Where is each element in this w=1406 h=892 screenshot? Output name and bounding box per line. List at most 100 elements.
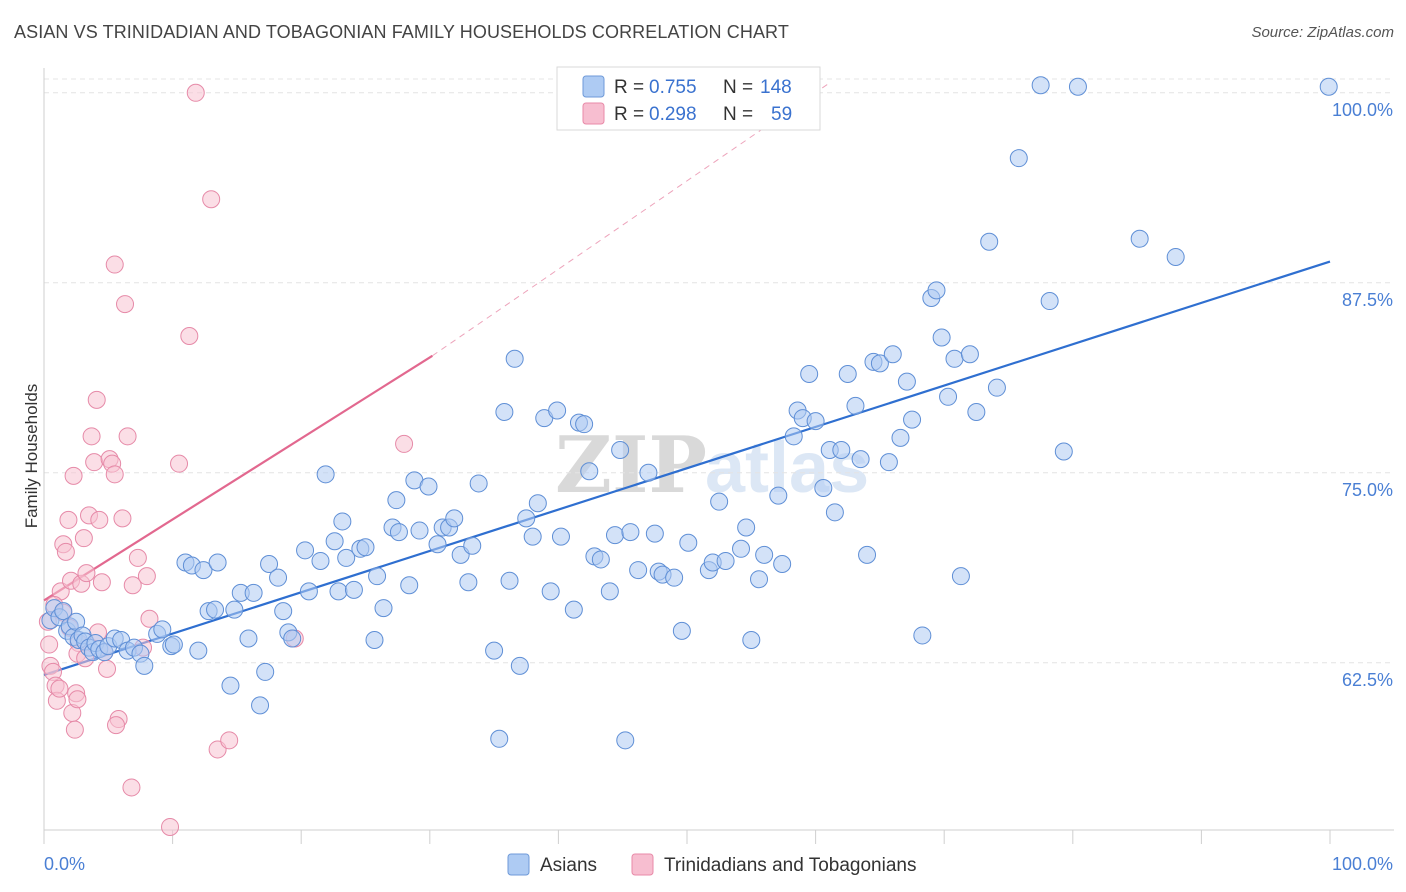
series-asians-points	[41, 76, 1338, 750]
legend-r-label: R =	[614, 77, 644, 98]
point-asians	[932, 328, 951, 347]
point-asians	[389, 523, 408, 542]
y-tick-label: 87.5%	[1342, 290, 1393, 310]
point-asians	[541, 582, 560, 601]
point-trinidadians	[40, 635, 59, 654]
point-trinidadians	[180, 327, 199, 345]
point-trinidadians	[68, 690, 87, 709]
legend-asians-r: 0.755	[649, 77, 697, 98]
point-asians	[153, 620, 172, 639]
point-asians	[523, 527, 542, 546]
point-asians	[814, 479, 833, 497]
point-asians	[611, 441, 630, 459]
series-trinidadians-points	[38, 83, 414, 836]
point-asians	[879, 453, 898, 472]
point-asians	[755, 545, 774, 564]
point-asians	[851, 450, 870, 469]
point-trinidadians	[77, 564, 96, 583]
point-asians	[927, 281, 946, 300]
legend-asians-n: 148	[760, 77, 792, 98]
point-asians	[616, 731, 635, 750]
point-trinidadians	[92, 573, 111, 592]
point-trinidadians	[116, 295, 135, 314]
point-asians	[316, 465, 335, 484]
bottom-legend: Asians Trinidadians and Tobagonians	[507, 853, 916, 876]
point-asians	[445, 509, 464, 528]
point-asians	[939, 387, 958, 406]
point-asians	[1040, 292, 1059, 311]
point-trinidadians	[118, 427, 137, 446]
bottom-legend-swatch-asians	[507, 853, 530, 876]
legend-n-label: N =	[723, 104, 753, 125]
point-trinidadians	[107, 716, 126, 735]
point-asians	[591, 550, 610, 569]
y-tick-label: 75.0%	[1342, 480, 1393, 500]
point-trinidadians	[220, 731, 239, 750]
point-asians	[732, 539, 751, 558]
legend-n-label: N =	[723, 77, 753, 98]
point-asians	[283, 629, 302, 648]
point-asians	[164, 635, 183, 654]
point-trinidadians	[122, 778, 141, 797]
point-asians	[311, 551, 330, 570]
point-asians	[251, 696, 270, 715]
point-asians	[517, 509, 536, 528]
point-asians	[903, 410, 922, 429]
chart-source: Source: ZipAtlas.com	[1251, 24, 1394, 41]
point-asians	[945, 349, 964, 368]
point-asians	[428, 535, 447, 554]
point-asians	[846, 396, 865, 415]
point-asians	[221, 676, 240, 695]
chart-title: ASIAN VS TRINIDADIAN AND TOBAGONIAN FAMI…	[14, 22, 789, 42]
point-asians	[548, 401, 567, 420]
point-asians	[459, 573, 478, 592]
point-asians	[629, 561, 648, 580]
point-asians	[1130, 229, 1149, 248]
legend-trinidadians-r: 0.298	[649, 104, 697, 125]
point-asians	[269, 568, 288, 587]
point-asians	[575, 415, 594, 434]
point-asians	[206, 600, 225, 619]
watermark-zip: ZIP	[555, 420, 707, 511]
point-asians	[645, 524, 664, 543]
point-asians	[1319, 77, 1338, 96]
point-asians	[967, 403, 986, 421]
point-asians	[1068, 77, 1087, 96]
point-asians	[260, 555, 279, 573]
point-asians	[800, 365, 819, 383]
y-axis-label: Family Households	[22, 384, 41, 529]
y-tick-label: 62.5%	[1342, 670, 1393, 690]
point-asians	[485, 641, 504, 660]
point-trinidadians	[123, 576, 142, 595]
point-asians	[505, 349, 524, 368]
point-asians	[189, 641, 208, 660]
point-trinidadians	[128, 548, 147, 567]
point-trinidadians	[64, 466, 83, 485]
point-asians	[208, 553, 227, 572]
point-asians	[256, 662, 275, 681]
point-asians	[806, 412, 825, 431]
point-asians	[329, 582, 348, 601]
point-trinidadians	[105, 255, 124, 274]
legend-trinidadians-n: 59	[771, 104, 792, 125]
point-asians	[296, 541, 315, 560]
point-asians	[639, 463, 658, 482]
point-trinidadians	[186, 83, 205, 102]
point-asians	[987, 378, 1006, 397]
trendline-trinidadians	[43, 354, 433, 602]
point-trinidadians	[85, 453, 104, 472]
point-asians	[980, 232, 999, 251]
point-asians	[1009, 149, 1028, 168]
point-asians	[737, 518, 756, 537]
point-asians	[344, 580, 363, 599]
point-trinidadians	[59, 510, 78, 529]
bottom-legend-trinidadians: Trinidadians and Tobagonians	[664, 855, 916, 876]
point-asians	[333, 512, 352, 531]
point-asians	[528, 494, 547, 513]
point-trinidadians	[65, 720, 84, 739]
grid-lines	[44, 78, 1394, 664]
point-asians	[299, 582, 318, 601]
point-asians	[891, 428, 910, 447]
point-asians	[356, 538, 375, 557]
point-asians	[838, 365, 857, 383]
